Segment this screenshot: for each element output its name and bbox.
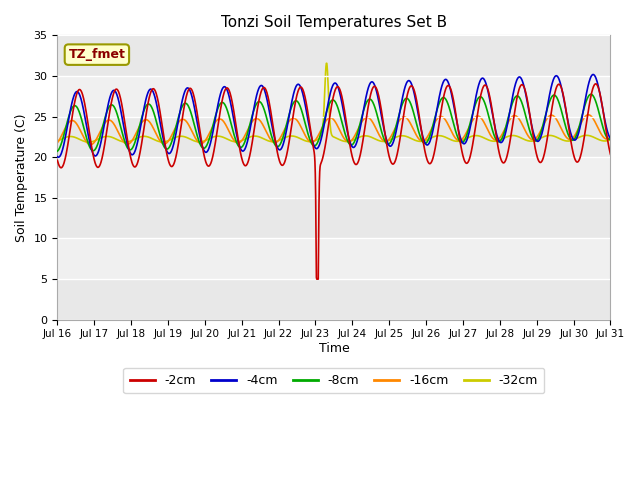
-16cm (300, 130, 308, 136)
-2cm (592, 81, 600, 87)
Bar (58, 117, 611, 157)
-2cm (54, 157, 61, 163)
-2cm (119, 107, 127, 112)
-2cm (288, 120, 296, 126)
Bar (58, 279, 611, 320)
-16cm (607, 134, 614, 140)
-2cm (369, 85, 376, 91)
-4cm (289, 96, 296, 102)
-32cm (369, 135, 377, 141)
-16cm (97, 128, 104, 133)
-16cm (369, 119, 376, 125)
-16cm (289, 115, 296, 121)
-4cm (97, 141, 104, 147)
X-axis label: Time: Time (319, 342, 349, 355)
Line: -16cm: -16cm (58, 115, 611, 144)
-8cm (587, 91, 595, 97)
Bar (58, 198, 611, 239)
-32cm (300, 137, 308, 143)
-2cm (300, 88, 307, 94)
-2cm (607, 151, 614, 157)
-8cm (54, 148, 61, 154)
-32cm (289, 133, 296, 139)
-16cm (310, 139, 317, 144)
Bar (58, 76, 611, 117)
-4cm (119, 120, 127, 126)
-32cm (54, 138, 61, 144)
-8cm (300, 114, 307, 120)
Line: -4cm: -4cm (58, 74, 611, 157)
Text: TZ_fmet: TZ_fmet (68, 48, 125, 61)
Bar (58, 239, 611, 279)
-4cm (300, 96, 308, 101)
Bar (58, 36, 611, 76)
-16cm (87, 142, 95, 147)
-16cm (584, 112, 592, 118)
-32cm (310, 138, 317, 144)
Line: -32cm: -32cm (58, 63, 611, 142)
-8cm (368, 98, 376, 104)
Title: Tonzi Soil Temperatures Set B: Tonzi Soil Temperatures Set B (221, 15, 447, 30)
-16cm (119, 138, 127, 144)
Y-axis label: Soil Temperature (C): Soil Temperature (C) (15, 113, 28, 242)
Line: -2cm: -2cm (58, 84, 611, 279)
-4cm (54, 154, 61, 159)
Bar (58, 157, 611, 198)
-2cm (310, 145, 317, 151)
-32cm (97, 135, 104, 141)
-8cm (607, 136, 614, 142)
-32cm (323, 60, 331, 66)
-32cm (119, 139, 127, 144)
-4cm (369, 79, 376, 85)
-2cm (313, 276, 321, 282)
-4cm (607, 135, 614, 141)
-2cm (97, 162, 104, 168)
-8cm (97, 133, 104, 139)
Legend: -2cm, -4cm, -8cm, -16cm, -32cm: -2cm, -4cm, -8cm, -16cm, -32cm (124, 368, 545, 393)
-32cm (607, 137, 614, 143)
-8cm (119, 132, 127, 137)
-4cm (589, 72, 597, 77)
-4cm (310, 142, 317, 148)
-8cm (310, 143, 317, 148)
-16cm (54, 140, 61, 145)
-8cm (288, 103, 296, 108)
-4cm (54, 154, 62, 160)
-32cm (85, 139, 93, 145)
Line: -8cm: -8cm (58, 94, 611, 151)
